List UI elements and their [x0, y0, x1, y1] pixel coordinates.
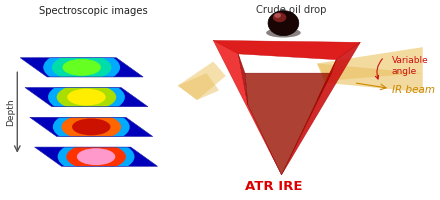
Text: IR beam: IR beam — [392, 85, 435, 95]
Text: Spectroscopic images: Spectroscopic images — [39, 6, 147, 16]
Text: Crude oil drop: Crude oil drop — [256, 5, 326, 15]
Ellipse shape — [57, 84, 116, 110]
Text: ATR IRE: ATR IRE — [245, 180, 303, 193]
Polygon shape — [238, 54, 248, 105]
Ellipse shape — [48, 80, 125, 114]
Polygon shape — [317, 60, 336, 100]
Ellipse shape — [273, 13, 286, 22]
Polygon shape — [282, 42, 360, 175]
Ellipse shape — [62, 59, 101, 76]
Ellipse shape — [72, 118, 110, 135]
FancyArrowPatch shape — [375, 59, 382, 79]
Ellipse shape — [266, 28, 301, 38]
Ellipse shape — [62, 114, 121, 140]
Polygon shape — [245, 73, 331, 175]
Polygon shape — [317, 63, 423, 92]
Polygon shape — [213, 40, 282, 175]
Polygon shape — [30, 117, 153, 137]
Polygon shape — [178, 73, 219, 100]
Ellipse shape — [77, 148, 115, 165]
Ellipse shape — [268, 11, 299, 36]
Polygon shape — [213, 40, 360, 60]
Text: Variable
angle: Variable angle — [392, 56, 429, 76]
Ellipse shape — [66, 144, 126, 170]
Polygon shape — [317, 47, 423, 81]
Polygon shape — [20, 58, 143, 77]
Polygon shape — [178, 62, 226, 100]
Ellipse shape — [67, 89, 106, 106]
Polygon shape — [25, 88, 148, 107]
Ellipse shape — [43, 50, 120, 84]
Polygon shape — [35, 147, 158, 166]
Ellipse shape — [58, 140, 135, 174]
Text: Depth: Depth — [6, 99, 15, 126]
Ellipse shape — [53, 110, 130, 144]
Ellipse shape — [274, 13, 281, 18]
Ellipse shape — [52, 54, 111, 80]
